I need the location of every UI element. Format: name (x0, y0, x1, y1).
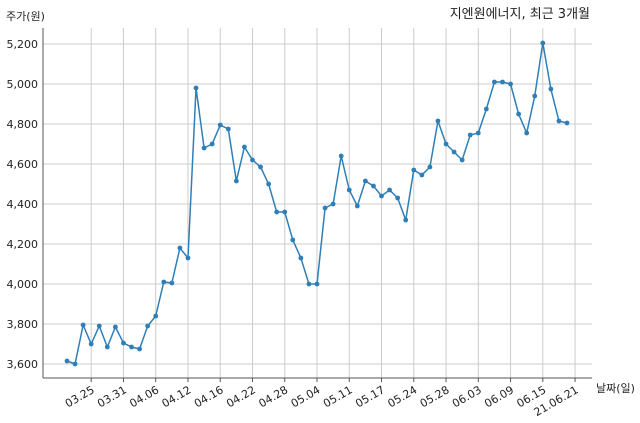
data-point (185, 255, 191, 261)
data-point (177, 245, 183, 251)
y-tick-label: 4,800 (7, 118, 39, 131)
data-point (145, 323, 151, 329)
data-point (556, 118, 562, 124)
data-point (322, 205, 328, 211)
data-point (314, 281, 320, 287)
data-point (540, 40, 546, 46)
y-axis-label: 주가(원) (6, 10, 45, 23)
data-point (298, 255, 304, 261)
data-point (64, 358, 70, 364)
data-point (508, 81, 513, 87)
chart-title: 지엔원에너지, 최근 3개월 (450, 7, 590, 22)
data-point (500, 79, 505, 85)
data-point (153, 313, 159, 319)
x-tick-label: 04.06 (127, 383, 161, 410)
data-point (346, 187, 352, 193)
data-point (419, 172, 425, 178)
x-tick-label: 04.12 (160, 383, 194, 410)
data-point (225, 126, 231, 132)
y-tick-label: 4,200 (7, 238, 39, 251)
y-tick-label: 3,600 (7, 358, 39, 371)
data-point (306, 281, 312, 287)
data-point (121, 340, 126, 346)
data-point (266, 181, 272, 187)
data-point (371, 183, 376, 189)
x-tick-label: 03.31 (95, 383, 129, 410)
data-point (242, 144, 247, 150)
data-point (290, 237, 296, 243)
data-point (411, 167, 417, 173)
data-point (201, 145, 207, 151)
grid (43, 28, 592, 378)
x-tick-label: 06.03 (450, 383, 484, 410)
axes: 3,600 3,800 4,000 4,200 4,400 4,600 4,800 5,000… (7, 28, 592, 419)
data-point (467, 132, 473, 138)
x-tick-label: 04.22 (224, 383, 258, 410)
data-point (80, 322, 86, 328)
data-point (96, 323, 102, 329)
data-point (403, 217, 409, 223)
data-point (475, 130, 481, 136)
y-tick-label: 5,200 (7, 38, 39, 51)
data-point (233, 178, 239, 184)
x-tick-label: 04.16 (192, 383, 226, 410)
data-point (88, 341, 94, 347)
data-point (338, 153, 344, 159)
data-point (250, 157, 255, 163)
data-point (161, 279, 167, 285)
data-point (217, 122, 223, 128)
data-point (209, 141, 215, 147)
data-point (483, 106, 489, 112)
data-point (387, 187, 392, 193)
y-tick-label: 4,400 (7, 198, 39, 211)
data-point (282, 209, 288, 215)
data-point (443, 141, 449, 147)
data-point (435, 118, 441, 124)
data-point (330, 201, 336, 207)
data-point (395, 195, 401, 201)
y-tick-label: 4,600 (7, 158, 39, 171)
data-point (137, 346, 142, 352)
y-tick-label: 5,000 (7, 78, 39, 91)
data-point (548, 86, 554, 92)
data-point (516, 111, 522, 117)
data-point (72, 361, 78, 367)
data-point (451, 149, 457, 155)
data-point (169, 280, 175, 286)
x-tick-label: 05.04 (289, 383, 323, 410)
data-point (379, 193, 384, 199)
series-price (64, 40, 570, 367)
data-point (564, 120, 570, 126)
data-point (532, 93, 538, 99)
y-tick-label: 3,800 (7, 318, 39, 331)
x-tick-label: 06.09 (482, 383, 516, 410)
x-axis-label: 날짜(일) (596, 381, 635, 395)
data-point (104, 344, 110, 350)
x-tick-label: 05.28 (418, 383, 452, 410)
data-point (362, 178, 368, 184)
data-point (193, 85, 199, 91)
x-tick-label: 05.11 (321, 383, 355, 410)
x-tick-label: 04.28 (256, 383, 290, 410)
data-point (459, 157, 465, 163)
data-point (492, 79, 497, 85)
x-tick-label: 05.24 (385, 383, 419, 410)
data-point (354, 203, 360, 209)
y-tick-label: 4,000 (7, 278, 39, 291)
data-point (427, 164, 433, 170)
x-tick-label: 03.25 (63, 383, 97, 410)
data-point (524, 130, 530, 136)
data-point (112, 324, 118, 330)
x-tick-label: 05.17 (353, 383, 387, 410)
data-point (274, 209, 280, 215)
data-point (129, 344, 134, 350)
data-point (258, 164, 263, 170)
